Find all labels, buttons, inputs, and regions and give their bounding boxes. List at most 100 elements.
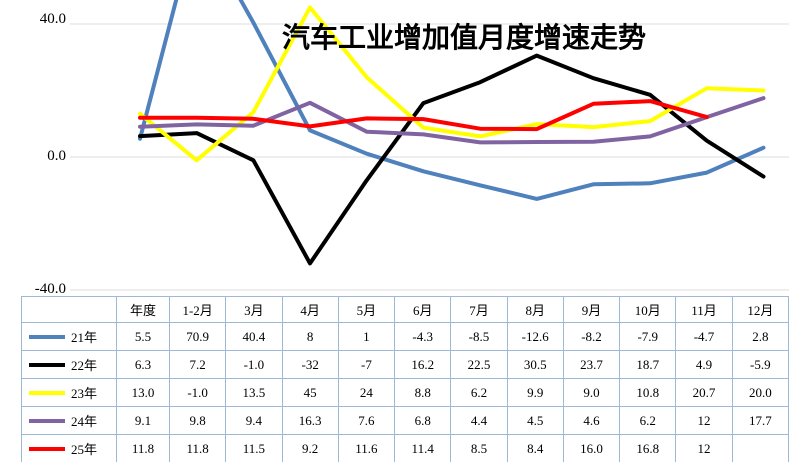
legend-label: 21年 — [71, 330, 98, 345]
table-cell: 18.7 — [619, 350, 677, 379]
series-line-21年 — [138, 0, 766, 201]
table-cell: 24 — [337, 378, 396, 407]
table-header-row: 年度 1-2月 3月 4月 5月 6月 7月 8月 9月 10月 11月 12月 — [21, 296, 789, 323]
legend-key: 22年 — [21, 350, 117, 379]
column-header: 10月 — [619, 296, 677, 323]
table-cell: 20.7 — [675, 378, 733, 407]
table-row: 22年 6.3 7.2 -1.0 -32 -7 16.2 22.5 30.5 23.7 18.7 4.… — [21, 350, 789, 379]
table-cell: -8.5 — [450, 322, 508, 351]
table-cell: 9.2 — [281, 434, 339, 462]
table-cell: 1 — [337, 322, 396, 351]
table-cell: 4.9 — [675, 350, 733, 379]
table-cell: -32 — [281, 350, 339, 379]
table-cell: 16.3 — [281, 406, 339, 435]
table-cell: 6.8 — [394, 406, 452, 435]
legend-label: 23年 — [71, 386, 98, 401]
table-row: 25年 11.8 11.8 11.5 9.2 11.6 11.4 8.5 8.4 16.0 16.8… — [21, 434, 789, 462]
table-cell: 4.6 — [562, 406, 621, 435]
series-line-22年 — [138, 53, 766, 266]
table-cell: 22.5 — [450, 350, 508, 379]
series-line-24年 — [138, 96, 766, 145]
table-cell: -4.7 — [675, 322, 733, 351]
table-cell: 6.2 — [450, 378, 508, 407]
column-header: 7月 — [450, 296, 508, 323]
table-row: 24年 9.1 9.8 9.4 16.3 7.6 6.8 4.4 4.5 4.6 6.2 12 17.7 — [21, 406, 789, 435]
legend-line-icon — [29, 362, 65, 367]
table-cell: 8.4 — [506, 434, 564, 462]
y-axis-tick-top: 40.0 — [39, 11, 66, 27]
table-cell: 4.4 — [450, 406, 508, 435]
table-cell: 12 — [675, 434, 733, 462]
legend-line-icon — [29, 390, 65, 395]
data-table: 年度 1-2月 3月 4月 5月 6月 7月 8月 9月 10月 11月 12月 21年 5.5 70.9… — [21, 296, 789, 462]
table-cell: 11.8 — [116, 434, 170, 462]
table-cell: 9.4 — [225, 406, 283, 435]
table-cell: 20.0 — [731, 378, 789, 407]
table-cell: 11.4 — [394, 434, 452, 462]
series-line-25年 — [138, 99, 709, 132]
y-axis-tick-zero: 0.0 — [47, 148, 66, 164]
table-cell: 13.0 — [116, 378, 170, 407]
table-cell: -5.9 — [731, 350, 789, 379]
column-header: 11月 — [675, 296, 733, 323]
table-cell: 11.5 — [225, 434, 283, 462]
table-cell: 45 — [281, 378, 339, 407]
table-cell: 6.3 — [116, 350, 170, 379]
column-header: 1-2月 — [168, 296, 227, 323]
legend-key: 23年 — [21, 378, 117, 407]
table-cell: -1.0 — [225, 350, 283, 379]
table-cell: 9.8 — [168, 406, 227, 435]
column-header: 12月 — [731, 296, 789, 323]
table-cell: 16.8 — [619, 434, 677, 462]
table-cell: 7.6 — [337, 406, 396, 435]
table-cell: 13.5 — [225, 378, 283, 407]
table-cell: 9.0 — [562, 378, 621, 407]
table-corner-cell — [21, 296, 117, 323]
line-chart — [70, 0, 789, 291]
column-header: 8月 — [506, 296, 564, 323]
table-cell: 8.8 — [394, 378, 452, 407]
table-cell: 9.9 — [506, 378, 564, 407]
table-cell: 7.2 — [168, 350, 227, 379]
table-cell: 30.5 — [506, 350, 564, 379]
legend-label: 22年 — [71, 358, 98, 373]
table-cell: -7 — [337, 350, 396, 379]
y-axis-tick-bottom: -40.0 — [34, 281, 66, 297]
table-cell: 10.8 — [619, 378, 677, 407]
legend-key: 24年 — [21, 406, 117, 435]
table-row: 21年 5.5 70.9 40.4 8 1 -4.3 -8.5 -12.6 -8.2 -7.9 -4.… — [21, 322, 789, 351]
table-cell: 6.2 — [619, 406, 677, 435]
legend-line-icon — [29, 446, 65, 451]
legend-line-icon — [29, 418, 65, 423]
table-cell: 16.2 — [394, 350, 452, 379]
table-cell: 40.4 — [225, 322, 283, 351]
table-cell: 11.8 — [168, 434, 227, 462]
table-cell: -4.3 — [394, 322, 452, 351]
legend-label: 24年 — [71, 414, 98, 429]
chart-title: 汽车工业增加值月度增速走势 — [282, 21, 647, 54]
column-header: 6月 — [394, 296, 452, 323]
legend-label: 25年 — [71, 442, 98, 457]
table-cell: 8.5 — [450, 434, 508, 462]
plot-area: 40.0 0.0 -40.0 汽车工业增加值月度增速走势 — [34, 0, 789, 297]
column-header: 4月 — [281, 296, 339, 323]
table-cell: 17.7 — [731, 406, 789, 435]
legend-line-icon — [29, 334, 65, 339]
table-cell: 5.5 — [116, 322, 170, 351]
table-cell: -7.9 — [619, 322, 677, 351]
table-cell: -1.0 — [168, 378, 227, 407]
table-cell: 11.6 — [337, 434, 396, 462]
table-row: 23年 13.0 -1.0 13.5 45 24 8.8 6.2 9.9 9.0 10.8 20.7 2… — [21, 378, 789, 407]
legend-key: 25年 — [21, 434, 117, 462]
table-cell: 8 — [281, 322, 339, 351]
table-cell: 9.1 — [116, 406, 170, 435]
table-cell: -12.6 — [506, 322, 564, 351]
column-header: 3月 — [225, 296, 283, 323]
column-header: 5月 — [337, 296, 396, 323]
table-cell: -8.2 — [562, 322, 621, 351]
table-cell: 4.5 — [506, 406, 564, 435]
column-header: 年度 — [116, 296, 170, 323]
table-cell: 2.8 — [731, 322, 789, 351]
table-cell: 16.0 — [562, 434, 621, 462]
